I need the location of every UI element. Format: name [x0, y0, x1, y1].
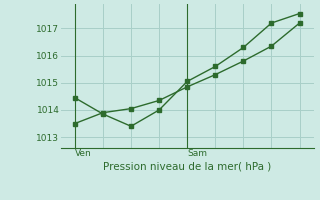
X-axis label: Pression niveau de la mer( hPa ): Pression niveau de la mer( hPa ) — [103, 161, 271, 171]
